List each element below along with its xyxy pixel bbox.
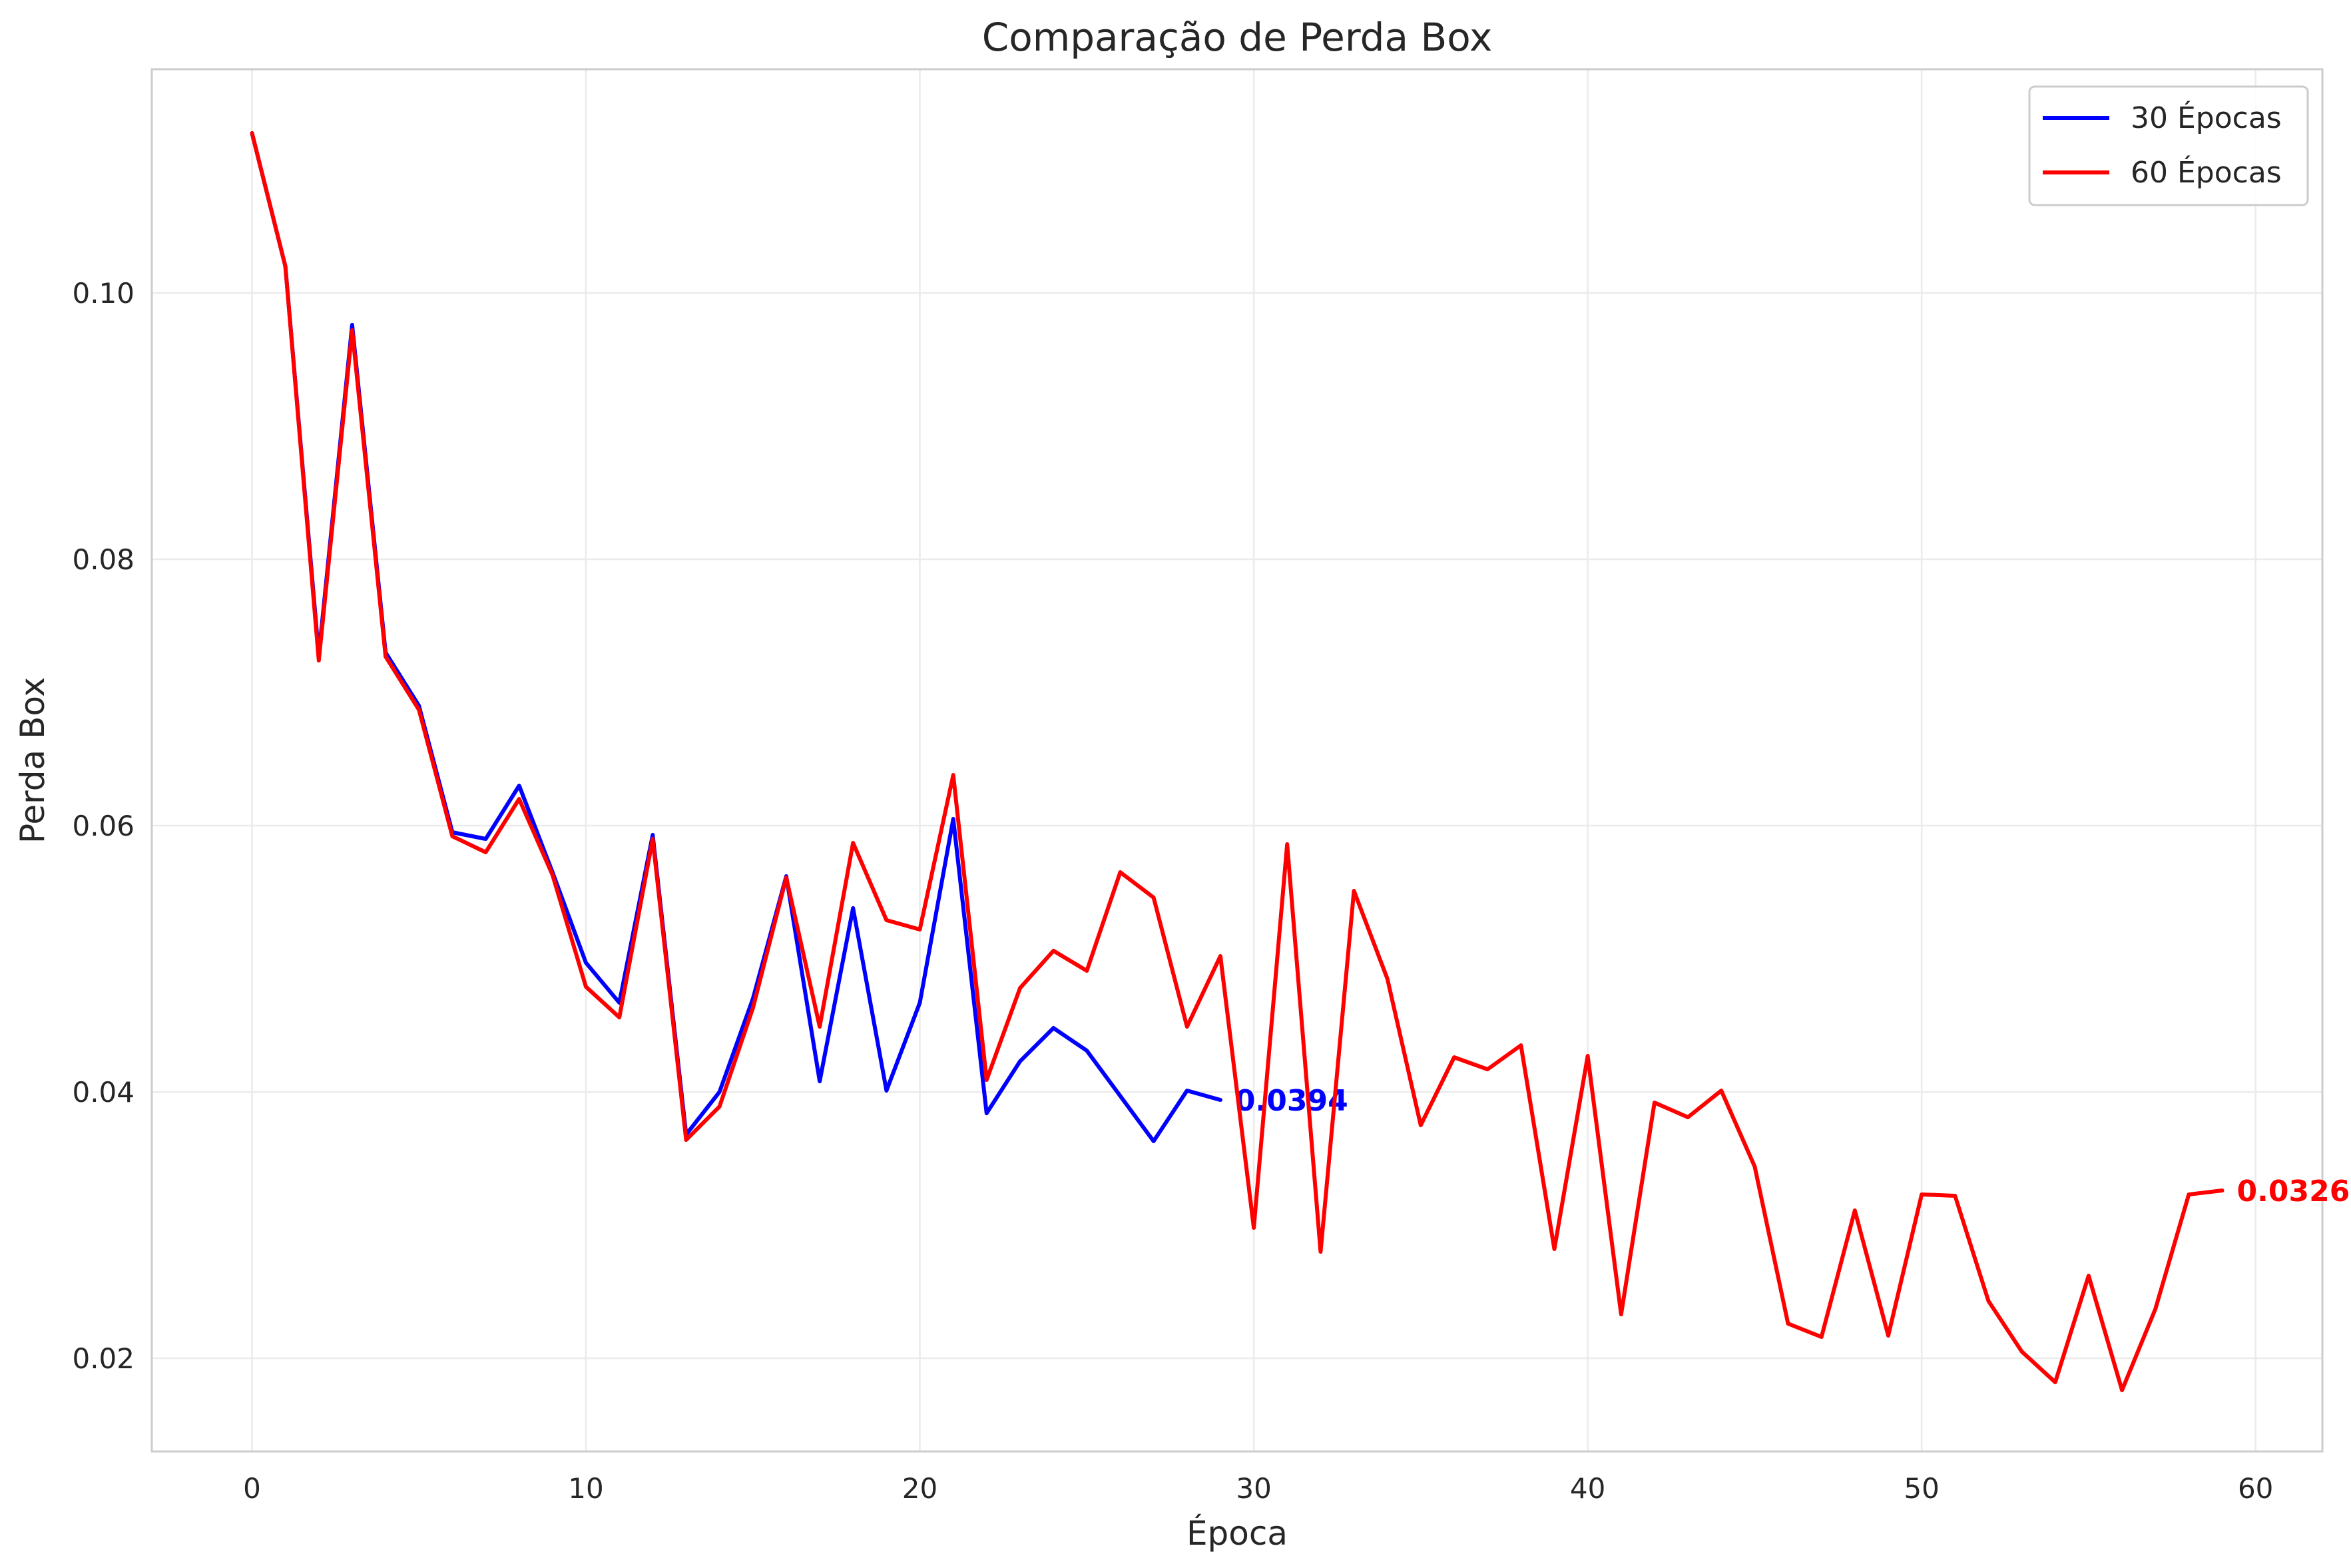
legend-label-30-epocas: 30 Épocas [2131, 100, 2282, 135]
legend-label-60-epocas: 60 Épocas [2131, 154, 2282, 190]
tick-labels: 0 10 20 30 40 50 60 0.02 0.04 0.06 0.08 0.10 [72, 277, 2273, 1505]
x-axis-label: Época [1186, 1513, 1288, 1553]
series-end-label-1: 0.0326 [2237, 1175, 2350, 1208]
legend: 30 Épocas 60 Épocas [2028, 85, 2309, 206]
x-tick-label: 20 [902, 1472, 937, 1505]
series-line-1 [250, 131, 2224, 1392]
y-tick-label: 0.02 [72, 1342, 134, 1375]
y-tick-label: 0.04 [72, 1076, 134, 1109]
x-tick-label: 0 [243, 1472, 261, 1505]
plot-frame [150, 68, 2324, 1453]
x-tick-label: 10 [568, 1472, 603, 1505]
y-axis-label: Perda Box [13, 677, 52, 844]
x-tick-label: 50 [1904, 1472, 1939, 1505]
chart-title: Comparação de Perda Box [982, 15, 1493, 60]
y-tick-label: 0.08 [72, 543, 134, 576]
series-end-label-0: 0.0394 [1235, 1084, 1348, 1118]
y-tick-label: 0.10 [72, 277, 134, 310]
x-tick-label: 60 [2238, 1472, 2273, 1505]
x-tick-label: 40 [1570, 1472, 1605, 1505]
x-tick-label: 30 [1236, 1472, 1271, 1505]
y-tick-label: 0.06 [72, 810, 134, 842]
series-layer: 0.0394 0.0326 [250, 131, 2350, 1392]
series-line-0 [250, 131, 1222, 1143]
